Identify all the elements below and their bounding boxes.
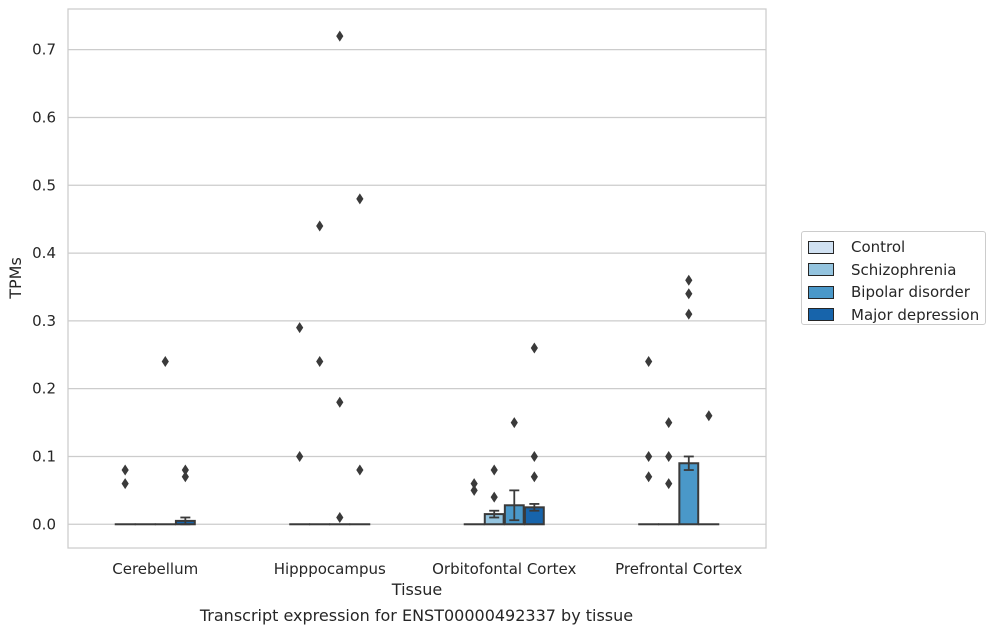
outlier-points [121, 30, 713, 523]
x-tick-labels: Cerebellum Hipppocampus Orbitofontal Corte… [112, 560, 742, 578]
outlier-point [510, 417, 518, 429]
outlier-point [530, 342, 538, 354]
legend-swatch-bipolar-disorder [808, 285, 834, 299]
legend-item-bipolar-disorder: Bipolar disorder [808, 281, 985, 304]
y-tick-label: 0.0 [32, 515, 56, 533]
outlier-point [490, 464, 498, 476]
outlier-point [356, 464, 364, 476]
y-tick-label: 0.5 [32, 176, 56, 194]
y-tick-labels: 0.0 0.1 0.2 0.3 0.4 0.5 0.6 0.7 [32, 41, 56, 534]
outlier-point [490, 491, 498, 503]
outlier-point [685, 288, 693, 300]
outlier-point [530, 471, 538, 483]
legend-item-major-depression: Major depression [808, 304, 985, 327]
legend-label: Schizophrenia [851, 260, 957, 279]
x-tick-label: Prefrontal Cortex [615, 560, 742, 578]
outlier-point [336, 511, 344, 523]
outlier-point [665, 478, 673, 490]
bar-bipolar-disorder-prefrontal-cortex [678, 462, 700, 526]
x-tick-label: Orbitofontal Cortex [432, 560, 576, 578]
legend-label: Control [851, 238, 906, 257]
outlier-point [470, 478, 478, 490]
outlier-point [161, 356, 169, 368]
y-tick-label: 0.3 [32, 312, 56, 330]
y-tick-label: 0.4 [32, 244, 56, 262]
x-tick-label: Hipppocampus [274, 560, 386, 578]
outlier-point [296, 322, 304, 334]
outlier-point [336, 396, 344, 408]
plot-area-frame [67, 8, 767, 549]
outlier-point [645, 356, 653, 368]
legend-label: Major depression [851, 305, 980, 324]
outlier-point [316, 356, 324, 368]
outlier-point [665, 450, 673, 462]
legend-label: Bipolar disorder [851, 283, 970, 302]
legend: Control Schizophrenia Bipolar disorder M… [801, 231, 986, 325]
outlier-point [181, 464, 189, 476]
outlier-point [121, 464, 129, 476]
chart-caption: Transcript expression for ENST0000049233… [199, 606, 634, 625]
legend-swatch-major-depression [808, 308, 834, 322]
y-tick-label: 0.1 [32, 447, 56, 465]
outlier-point [316, 220, 324, 232]
legend-swatch-schizophrenia [808, 263, 834, 277]
outlier-point [665, 417, 673, 429]
outlier-point [336, 30, 344, 42]
y-tick-label: 0.6 [32, 108, 56, 126]
outlier-point [705, 410, 713, 422]
legend-swatch-control [808, 240, 834, 254]
y-axis-label: TPMs [6, 257, 25, 300]
outlier-point [685, 308, 693, 320]
outlier-point [685, 274, 693, 286]
legend-item-schizophrenia: Schizophrenia [808, 259, 985, 282]
outlier-point [645, 450, 653, 462]
outlier-point [121, 478, 129, 490]
outlier-point [645, 471, 653, 483]
legend-item-control: Control [808, 236, 985, 259]
outlier-point [181, 471, 189, 483]
outlier-point [530, 450, 538, 462]
error-bars [180, 455, 694, 526]
outlier-point [296, 450, 304, 462]
x-axis-label: Tissue [391, 580, 442, 599]
outlier-point [470, 484, 478, 496]
y-tick-label: 0.2 [32, 380, 56, 398]
y-tick-label: 0.7 [32, 41, 56, 59]
outlier-point [356, 193, 364, 205]
x-tick-label: Cerebellum [112, 560, 198, 578]
